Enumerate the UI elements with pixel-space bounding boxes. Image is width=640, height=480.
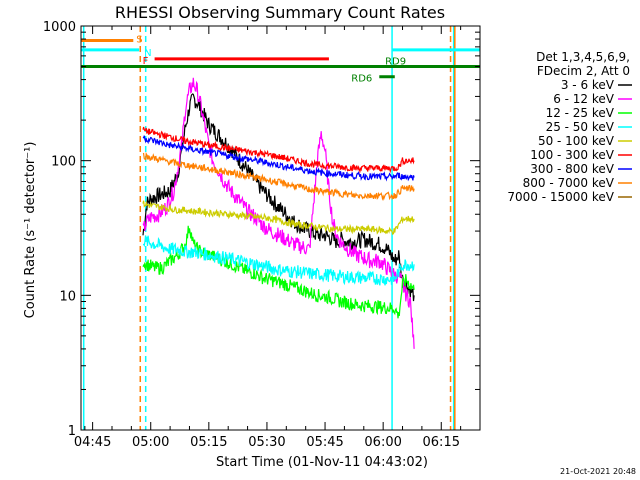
x-tick-label: 04:45 bbox=[74, 435, 111, 450]
legend-header-line: Det 1,3,4,5,6,9, bbox=[536, 50, 630, 64]
series-line-5 bbox=[142, 126, 415, 174]
series-line-2 bbox=[142, 225, 415, 319]
y-tick-label: 100 bbox=[51, 155, 76, 170]
axis-ticks: 04:45 05:00 05:15 05:30 05:45 06:00 06:15 1 10 10… bbox=[43, 20, 481, 450]
series-line-4 bbox=[142, 200, 415, 236]
legend-entry-label: 300 - 800 keV bbox=[530, 162, 614, 176]
x-tick-label: 05:45 bbox=[306, 435, 343, 450]
x-tick-label: 06:00 bbox=[364, 435, 401, 450]
flag-label-rd9: RD9 bbox=[385, 57, 406, 68]
chart-title: RHESSI Observing Summary Count Rates bbox=[115, 3, 445, 22]
legend-header-line: FDecim 2, Att 0 bbox=[537, 64, 630, 78]
y-tick-label: 1 bbox=[68, 424, 76, 439]
series-line-7 bbox=[142, 151, 415, 201]
legend-entry-label: 7000 - 15000 keV bbox=[507, 190, 614, 204]
x-tick-label: 05:15 bbox=[190, 435, 227, 450]
legend-entry-label: 12 - 25 keV bbox=[546, 106, 615, 120]
annotation-labels: SNF RD9 RD6 bbox=[136, 35, 406, 85]
legend-entry-label: 800 - 7000 keV bbox=[523, 176, 615, 190]
series-line-3 bbox=[142, 235, 415, 286]
legend-entry-label: 25 - 50 keV bbox=[546, 120, 615, 134]
x-axis-label: Start Time (01-Nov-11 04:43:02) bbox=[216, 455, 428, 470]
legend-entry-label: 100 - 300 keV bbox=[530, 148, 614, 162]
legend-entry-label: 3 - 6 keV bbox=[561, 78, 615, 92]
x-tick-label: 05:00 bbox=[132, 435, 169, 450]
flag-label-n: N bbox=[144, 48, 151, 59]
series-line-1 bbox=[142, 77, 415, 349]
legend-entry-label: 50 - 100 keV bbox=[538, 134, 615, 148]
y-tick-label: 1000 bbox=[43, 20, 76, 35]
x-tick-label: 05:30 bbox=[248, 435, 285, 450]
plot-frame bbox=[80, 25, 481, 431]
flag-label-rd6: RD6 bbox=[351, 74, 372, 85]
flag-label-f: F bbox=[143, 56, 149, 67]
x-tick-label: 06:15 bbox=[423, 435, 460, 450]
flag-label-s: S bbox=[136, 35, 142, 46]
y-axis-label: Count Rate (s⁻¹ detector⁻¹) bbox=[23, 142, 38, 319]
series-line-0 bbox=[142, 93, 415, 302]
legend-entry-label: 6 - 12 keV bbox=[553, 92, 615, 106]
series-layer bbox=[142, 77, 415, 349]
y-tick-label: 10 bbox=[59, 289, 76, 304]
legend: Det 1,3,4,5,6,9,FDecim 2, Att 03 - 6 keV… bbox=[507, 50, 632, 204]
footer-timestamp: 21-Oct-2021 20:48 bbox=[560, 467, 636, 476]
series-line-6 bbox=[142, 135, 415, 182]
